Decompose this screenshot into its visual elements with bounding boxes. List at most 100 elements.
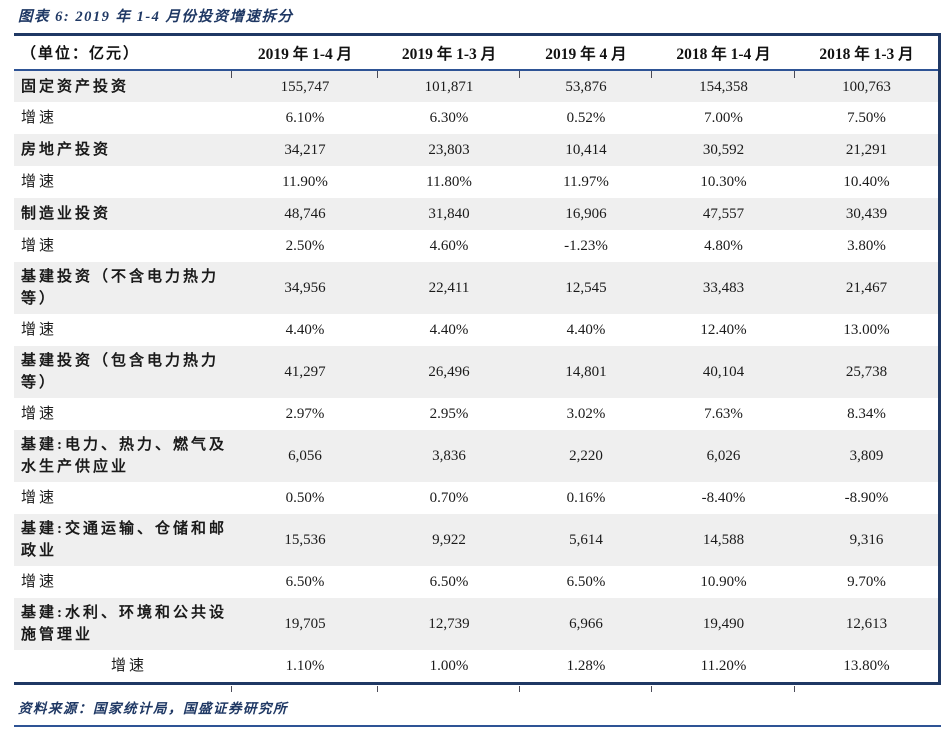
cell-r9-c0: 2.97% (285, 406, 325, 422)
cell-r1-c1: 6.30% (429, 110, 469, 126)
cell-r11-c4: -8.90% (844, 490, 889, 506)
bottom-divider (14, 725, 941, 727)
cell-r6-c0: 34,956 (284, 280, 326, 296)
row-label: 基建:水利、环境和公共设施管理业 (21, 605, 227, 643)
row-label: 房地产投资 (21, 142, 112, 158)
cell-r15-c3: 11.20% (651, 650, 795, 692)
cell-r0-c0: 155,747 (280, 78, 330, 95)
cell-r1-c0: 6.10% (285, 110, 325, 126)
cell-r2-c0: 34,217 (284, 142, 326, 158)
table-row-14: 基建:水利、环境和公共设施管理业 19,705 12,739 6,966 19,490 1… (14, 598, 938, 650)
cell-r12-c1: 9,922 (432, 532, 466, 548)
cell-r0-c2: 53,876 (565, 78, 607, 95)
cell-r13-c0: 6.50% (285, 574, 325, 590)
cell-r7-c3: 12.40% (700, 322, 747, 338)
cell-r14-c3: 19,490 (702, 616, 745, 632)
cell-r4-c1: 31,840 (428, 206, 470, 222)
cell-r6-c4: 21,467 (845, 280, 888, 296)
row-label: 增速 (111, 658, 148, 674)
row-label: 基建投资（包含电力热力等） (21, 353, 220, 391)
cell-r1-c3: 7.00% (704, 110, 743, 126)
cell-r13-c2: 6.50% (566, 574, 606, 590)
row-label: 增速 (21, 110, 58, 126)
table-row-6: 基建投资（不含电力热力等） 34,956 22,411 12,545 33,483 21,… (14, 262, 938, 314)
cell-r8-c1: 26,496 (428, 364, 470, 380)
cell-r8-c4: 25,738 (845, 364, 888, 380)
table-row-11: 增速 0.50% 0.70% 0.16% -8.40% -8.90% (14, 482, 938, 514)
table-row-3: 增速 11.90% 11.80% 11.97% 10.30% 10.40% (14, 166, 938, 198)
cell-r15-c2: 1.28% (519, 650, 652, 692)
cell-r11-c3: -8.40% (701, 490, 746, 506)
cell-r5-c4: 3.80% (847, 238, 886, 254)
table-row-8: 基建投资（包含电力热力等） 41,297 26,496 14,801 40,104 25,… (14, 346, 938, 398)
cell-r10-c2: 2,220 (569, 448, 603, 464)
unit-header-cell: （单位：亿元） (14, 36, 232, 71)
table-row-12: 基建:交通运输、仓储和邮政业 15,536 9,922 5,614 14,588 9,31… (14, 514, 938, 566)
cell-r4-c2: 16,906 (565, 206, 607, 222)
table-row-4: 制造业投资 48,746 31,840 16,906 47,557 30,439 (14, 198, 938, 230)
cell-r0-c1: 101,871 (424, 78, 474, 95)
cell-r10-c4: 3,809 (849, 448, 884, 464)
cell-r8-c3: 40,104 (702, 364, 745, 380)
investment-table: （单位：亿元） 2019 年 1-4 月 2019 年 1-3 月 2019 年 4 … (14, 33, 941, 692)
cell-r11-c0: 0.50% (285, 490, 325, 506)
cell-r13-c1: 6.50% (429, 574, 469, 590)
cell-r9-c1: 2.95% (429, 406, 469, 422)
cell-r4-c0: 48,746 (284, 206, 326, 222)
cell-r8-c0: 41,297 (284, 364, 326, 380)
row-label: 增速 (21, 238, 58, 254)
cell-r3-c1: 11.80% (426, 174, 472, 190)
table-row-2: 房地产投资 34,217 23,803 10,414 30,592 21,291 (14, 134, 938, 166)
cell-r7-c1: 4.40% (429, 322, 469, 338)
row-label: 增速 (21, 574, 58, 590)
cell-r11-c2: 0.16% (566, 490, 606, 506)
cell-r2-c1: 23,803 (428, 142, 470, 158)
cell-r13-c4: 9.70% (847, 574, 886, 590)
cell-r10-c1: 3,836 (432, 448, 466, 464)
cell-r4-c3: 47,557 (702, 206, 745, 222)
cell-r6-c2: 12,545 (565, 280, 607, 296)
table-row-1: 增速 6.10% 6.30% 0.52% 7.00% 7.50% (14, 102, 938, 134)
cell-r10-c0: 6,056 (288, 448, 322, 464)
cell-r2-c2: 10,414 (565, 142, 607, 158)
cell-r3-c2: 11.97% (563, 174, 609, 190)
row-label: 增速 (21, 490, 58, 506)
table-row-13: 增速 6.50% 6.50% 6.50% 10.90% 9.70% (14, 566, 938, 598)
cell-r12-c0: 15,536 (284, 532, 326, 548)
row-label: 增速 (21, 322, 58, 338)
row-label: 增速 (21, 174, 58, 190)
cell-r2-c4: 21,291 (845, 142, 888, 158)
cell-r15-c1: 1.00% (377, 650, 520, 692)
cell-r6-c1: 22,411 (428, 280, 470, 296)
cell-r3-c0: 11.90% (282, 174, 328, 190)
cell-r10-c3: 6,026 (706, 448, 741, 464)
cell-r5-c0: 2.50% (285, 238, 325, 254)
cell-r9-c3: 7.63% (704, 406, 743, 422)
table-row-15: 增速 1.10% 1.00% 1.28% 11.20% 13.80% (14, 650, 938, 692)
cell-r5-c2: -1.23% (564, 238, 608, 254)
cell-r5-c3: 4.80% (704, 238, 743, 254)
table-row-9: 增速 2.97% 2.95% 3.02% 7.63% 8.34% (14, 398, 938, 430)
figure-title: 图表 6: 2019 年 1-4 月份投资增速拆分 (18, 9, 294, 25)
table-row-5: 增速 2.50% 4.60% -1.23% 4.80% 3.80% (14, 230, 938, 262)
row-label: 基建:交通运输、仓储和邮政业 (21, 521, 227, 559)
row-label: 基建投资（不含电力热力等） (21, 269, 220, 307)
cell-r15-c0: 1.10% (231, 650, 378, 692)
cell-r3-c4: 10.40% (843, 174, 890, 190)
cell-r3-c3: 10.30% (700, 174, 747, 190)
cell-r0-c4: 100,763 (842, 78, 891, 95)
cell-r7-c2: 4.40% (566, 322, 606, 338)
cell-r2-c3: 30,592 (702, 142, 745, 158)
investment-breakdown-table: （单位：亿元） 2019 年 1-4 月 2019 年 1-3 月 2019 年 4 … (14, 36, 938, 692)
table-row-10: 基建:电力、热力、燃气及水生产供应业 6,056 3,836 2,220 6,026 3,… (14, 430, 938, 482)
cell-r12-c3: 14,588 (702, 532, 745, 548)
cell-r1-c4: 7.50% (847, 110, 886, 126)
cell-r12-c2: 5,614 (569, 532, 603, 548)
cell-r15-c4: 13.80% (794, 650, 938, 692)
cell-r9-c2: 3.02% (566, 406, 606, 422)
column-header-1: 2019 年 1-3 月 (377, 36, 520, 78)
row-label: 基建:电力、热力、燃气及水生产供应业 (21, 437, 227, 475)
column-header-0: 2019 年 1-4 月 (231, 36, 378, 78)
cell-r13-c3: 10.90% (700, 574, 747, 590)
